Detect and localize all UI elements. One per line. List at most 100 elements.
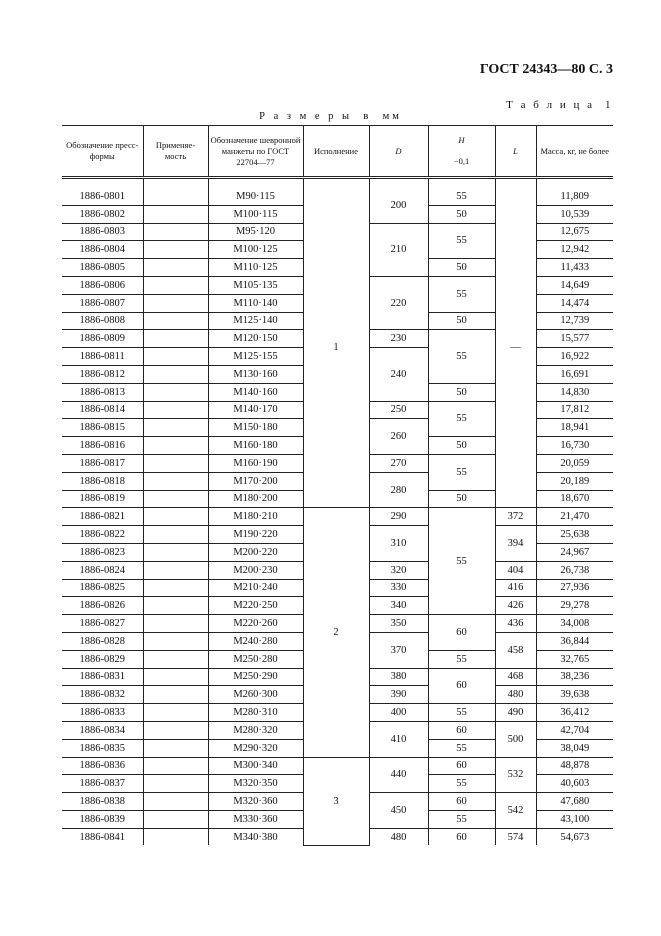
applicability-cell <box>142 188 208 206</box>
d-cell: 480 <box>368 828 428 846</box>
cuff-cell: М280·320 <box>207 721 303 740</box>
l-cell: 436 <box>494 614 536 633</box>
table-row: 1886-0834 М280·320 410 60 500 42,704 <box>62 721 613 758</box>
table-row: 1886-0841 М340·380 480 60 574 54,673 <box>62 828 613 846</box>
mass-cell: 34,008 <box>535 614 613 633</box>
spacer-row <box>62 177 613 188</box>
d-cell: 270 <box>368 454 428 473</box>
h-cell: 60 <box>427 757 495 776</box>
mass-cell: 38,049 <box>535 739 613 758</box>
table-row: 1886-0831 М250·290 380 60 468 38,236 <box>62 668 613 705</box>
cuff-cell: М210·240 <box>207 579 303 598</box>
mass-cell: 12,739 <box>535 312 613 331</box>
designation-cell: 1886-0837 <box>62 774 143 794</box>
cuff-cell: М100·115 <box>207 205 303 224</box>
designation-cell: 1886-0802 <box>62 205 143 224</box>
h-cell: 55 <box>427 774 495 794</box>
col-d: D <box>368 125 428 179</box>
designation-cell: 1886-0804 <box>62 240 143 260</box>
l-cell: — <box>494 188 536 509</box>
designation-cell: 1886-0827 <box>62 614 143 633</box>
mass-cell: 36,844 <box>535 632 613 651</box>
applicability-cell <box>142 792 208 811</box>
applicability-cell <box>142 668 208 687</box>
cuff-cell: М95·120 <box>207 223 303 242</box>
table-row: 1886-0813 М140·160 50 14,830 <box>62 383 613 402</box>
table-row: 1886-0806 М105·135 220 55 14,649 <box>62 276 613 331</box>
table-row: 1886-0812 М130·160 16,691 <box>62 365 613 384</box>
d-cell: 440 <box>368 757 428 794</box>
d-cell: 250 <box>368 401 428 420</box>
applicability-cell <box>142 294 208 313</box>
cuff-cell: М150·180 <box>207 418 303 438</box>
applicability-cell <box>142 401 208 420</box>
table-row: 1886-0829 М250·280 55 32,765 <box>62 650 613 669</box>
designation-cell: 1886-0836 <box>62 757 143 776</box>
applicability-cell <box>142 614 208 633</box>
table-number: Т а б л и ц а 1 <box>506 99 613 111</box>
mass-cell: 12,675 <box>535 223 613 242</box>
d-cell: 370 <box>368 632 428 669</box>
designation-cell: 1886-0817 <box>62 454 143 473</box>
l-cell: 404 <box>494 561 536 580</box>
mass-cell: 27,936 <box>535 579 613 598</box>
d-cell: 290 <box>368 507 428 527</box>
cuff-cell: М200·220 <box>207 543 303 562</box>
col-applicability: Применяе-мость <box>142 125 208 179</box>
cuff-cell: М110·125 <box>207 258 303 277</box>
cuff-cell: М180·200 <box>207 490 303 509</box>
cuff-cell: М100·125 <box>207 240 303 260</box>
designation-cell: 1886-0822 <box>62 525 143 544</box>
designation-cell: 1886-0821 <box>62 507 143 527</box>
table-row: 1886-0839 М330·360 55 43,100 <box>62 810 613 829</box>
mass-cell: 21,470 <box>535 507 613 527</box>
mass-cell: 36,412 <box>535 703 613 722</box>
designation-cell: 1886-0829 <box>62 650 143 669</box>
d-cell: 450 <box>368 792 428 829</box>
mass-cell: 10,539 <box>535 205 613 224</box>
l-cell: 542 <box>494 792 536 829</box>
d-cell: 390 <box>368 685 428 705</box>
designation-cell: 1886-0807 <box>62 294 143 313</box>
applicability-cell <box>142 543 208 562</box>
cuff-cell: М200·230 <box>207 561 303 580</box>
mass-cell: 39,638 <box>535 685 613 705</box>
designation-cell: 1886-0819 <box>62 490 143 509</box>
cuff-cell: М300·340 <box>207 757 303 776</box>
mass-cell: 11,809 <box>535 188 613 206</box>
mass-cell: 38,236 <box>535 668 613 687</box>
applicability-cell <box>142 276 208 295</box>
cuff-cell: М340·380 <box>207 828 303 846</box>
cuff-cell: М220·260 <box>207 614 303 633</box>
spacer-cell <box>368 177 428 188</box>
table-row: 1886-0805 М110·125 50 11,433 <box>62 258 613 277</box>
applicability-cell <box>142 365 208 384</box>
d-cell: 260 <box>368 418 428 455</box>
l-cell: 416 <box>494 579 536 598</box>
col-h: H −0,1 <box>427 125 495 179</box>
table-row: 1886-0809 М120·150 230 55 15,577 <box>62 329 613 384</box>
designation-cell: 1886-0839 <box>62 810 143 829</box>
table-row: 1886-0804 М100·125 12,942 <box>62 240 613 260</box>
table-row: 1886-0814 М140·170 250 55 17,812 <box>62 401 613 438</box>
cuff-cell: М125·155 <box>207 347 303 366</box>
applicability-cell <box>142 561 208 580</box>
l-cell: 574 <box>494 828 536 846</box>
mass-cell: 16,922 <box>535 347 613 366</box>
cuff-cell: М180·210 <box>207 507 303 527</box>
mass-cell: 14,649 <box>535 276 613 295</box>
designation-cell: 1886-0808 <box>62 312 143 331</box>
designation-cell: 1886-0838 <box>62 792 143 811</box>
table-row: 1886-0826 М220·250 340 426 29,278 <box>62 596 613 616</box>
cuff-cell: М240·280 <box>207 632 303 651</box>
h-cell: 55 <box>427 650 495 669</box>
applicability-cell <box>142 490 208 509</box>
d-cell: 350 <box>368 614 428 633</box>
cuff-cell: М105·135 <box>207 276 303 295</box>
applicability-cell <box>142 632 208 651</box>
spacer-cell <box>207 177 303 188</box>
table-row: 1886-0832 М260·300 390 480 39,638 <box>62 685 613 705</box>
h-cell: 55 <box>427 703 495 722</box>
applicability-cell <box>142 454 208 473</box>
col-cuff: Обозначение шевронной манжеты по ГОСТ 22… <box>207 125 303 179</box>
